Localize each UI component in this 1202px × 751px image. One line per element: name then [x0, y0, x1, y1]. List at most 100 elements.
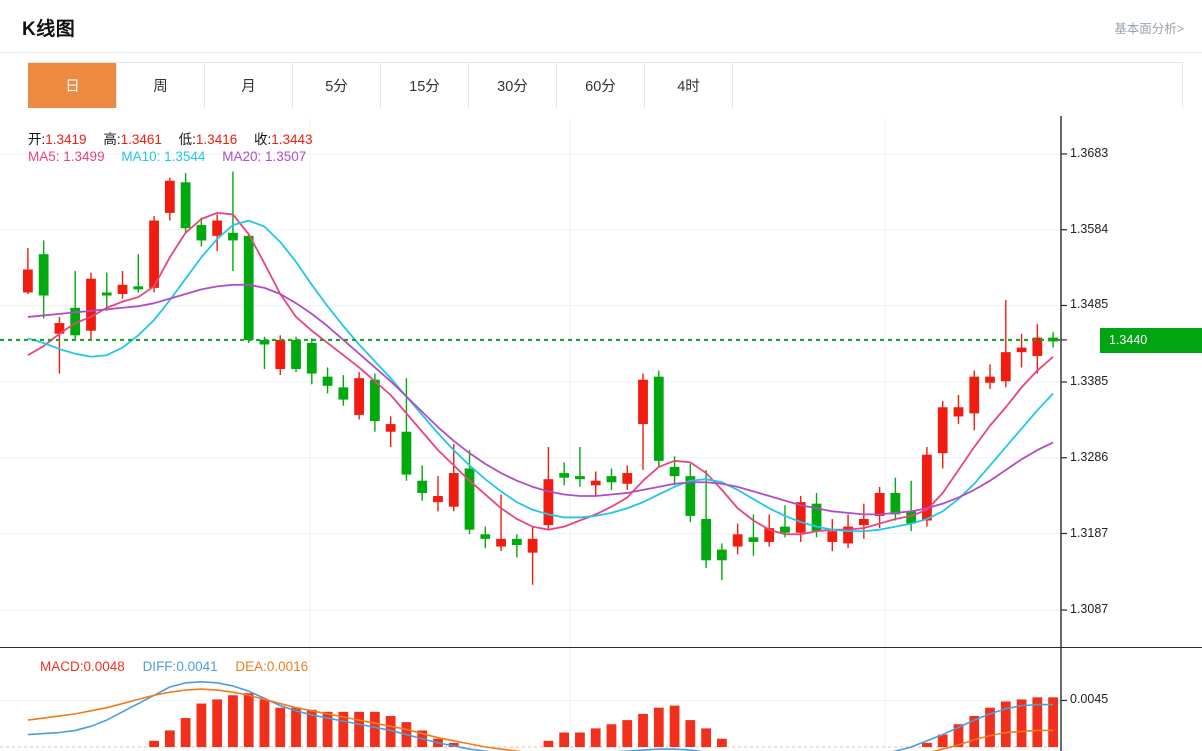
tab-label: 4时 — [677, 79, 700, 95]
macd-panel[interactable]: MACD:0.0048 DIFF:0.0041 DEA:0.0016 0.004… — [0, 647, 1202, 751]
period-tabbar: 日 周 月 5分 15分 30分 60分 4时 — [0, 53, 1202, 116]
candle-body — [638, 379, 648, 425]
macd-histogram-bar — [985, 707, 995, 747]
tab-4时[interactable]: 4时 — [644, 63, 732, 108]
page-title: K线图 — [22, 19, 76, 40]
macd-histogram-bar — [543, 740, 554, 747]
macd-histogram-bar — [590, 728, 601, 747]
tab-5分[interactable]: 5分 — [292, 63, 380, 108]
macd-histogram-bar — [306, 709, 317, 747]
macd-histogram-bar — [638, 713, 648, 747]
candle-body — [606, 476, 617, 483]
candle-body — [385, 424, 396, 432]
candle-body — [858, 518, 869, 526]
candle-body — [212, 220, 223, 236]
candle-body — [496, 538, 506, 547]
candle-body — [54, 323, 65, 334]
candle-body — [22, 269, 33, 293]
tab-label: 5分 — [325, 79, 348, 95]
macd-histogram-bar — [1048, 697, 1059, 747]
candle-body — [149, 220, 159, 288]
candle-body — [732, 534, 743, 547]
macd-histogram-bar — [701, 728, 712, 747]
tabbar-filler — [732, 63, 1182, 108]
tab-label: 15分 — [409, 79, 440, 95]
period-tabs: 日 周 月 5分 15分 30分 60分 4时 — [28, 62, 1183, 108]
macd-histogram-bar — [937, 734, 948, 747]
candle-body — [228, 232, 238, 241]
macd-histogram-bar — [212, 699, 223, 747]
candle-body — [243, 235, 254, 340]
candle-body — [259, 339, 270, 345]
macd-histogram-bar — [1016, 699, 1027, 747]
candle-body — [196, 225, 207, 241]
candle-body — [464, 468, 475, 530]
ma-line-ma20 — [27, 283, 1054, 516]
tab-周[interactable]: 周 — [116, 63, 204, 108]
candle-body — [985, 376, 995, 383]
candle-body — [354, 378, 365, 415]
chart-container[interactable]: 开:1.3419 高:1.3461 低:1.3416 收:1.3443 MA5:… — [0, 116, 1202, 751]
tab-15分[interactable]: 15分 — [380, 63, 468, 108]
candle-body — [716, 549, 727, 561]
macd-histogram-bar — [716, 738, 727, 747]
macd-diff-line — [27, 681, 1054, 751]
candlestick-chart[interactable] — [0, 116, 1202, 647]
macd-histogram-bar — [653, 707, 664, 747]
candle-body — [543, 479, 554, 526]
candle-body — [874, 492, 885, 516]
candle-body — [117, 284, 128, 294]
macd-chart[interactable] — [0, 648, 1202, 751]
tab-60分[interactable]: 60分 — [556, 63, 644, 108]
macd-histogram-bar — [669, 705, 680, 747]
macd-histogram-bar — [606, 724, 617, 747]
macd-histogram-bar — [559, 732, 570, 747]
macd-histogram-bar — [228, 695, 238, 747]
macd-histogram-bar — [180, 718, 191, 747]
macd-histogram-bar — [1032, 697, 1043, 747]
macd-histogram-bar — [385, 715, 396, 747]
ma-line-ma10 — [27, 219, 1054, 533]
candle-body — [827, 531, 838, 542]
macd-histogram-bar — [354, 711, 365, 747]
candle-body — [275, 339, 286, 369]
candle-body — [322, 376, 333, 386]
tab-label: 月 — [241, 79, 256, 95]
candle-body — [101, 292, 112, 296]
candle-body — [559, 473, 570, 478]
candle-body — [401, 431, 412, 475]
candle-body — [795, 502, 806, 533]
candle-body — [291, 339, 301, 369]
macd-histogram-bar — [291, 707, 301, 747]
candle-body — [369, 379, 380, 422]
candle-body — [164, 180, 175, 213]
tab-label: 周 — [153, 79, 168, 95]
candle-body — [811, 503, 822, 532]
macd-histogram-bar — [369, 711, 380, 747]
tab-日[interactable]: 日 — [28, 63, 116, 108]
candle-body — [906, 511, 917, 524]
candle-body — [764, 528, 775, 542]
macd-histogram-bar — [953, 724, 964, 747]
macd-histogram-bar — [164, 730, 175, 747]
macd-histogram-bar — [243, 693, 254, 747]
macd-histogram-bar — [685, 720, 696, 747]
candle-body — [1000, 352, 1011, 382]
candle-body — [575, 476, 585, 480]
candle-body — [306, 342, 317, 374]
candle-body — [685, 476, 696, 516]
tab-月[interactable]: 月 — [204, 63, 292, 108]
candle-body — [669, 466, 680, 477]
candle-body — [38, 254, 49, 296]
tab-30分[interactable]: 30分 — [468, 63, 556, 108]
candle-body — [1048, 337, 1059, 342]
candle-body — [937, 407, 948, 454]
candle-body — [433, 496, 443, 503]
candle-body — [590, 480, 601, 486]
candle-body — [86, 278, 96, 331]
candle-body — [953, 407, 964, 417]
candle-body — [1016, 347, 1027, 353]
price-panel[interactable]: 开:1.3419 高:1.3461 低:1.3416 收:1.3443 MA5:… — [0, 116, 1202, 647]
fundamental-analysis-link[interactable]: 基本面分析> — [1114, 22, 1184, 36]
